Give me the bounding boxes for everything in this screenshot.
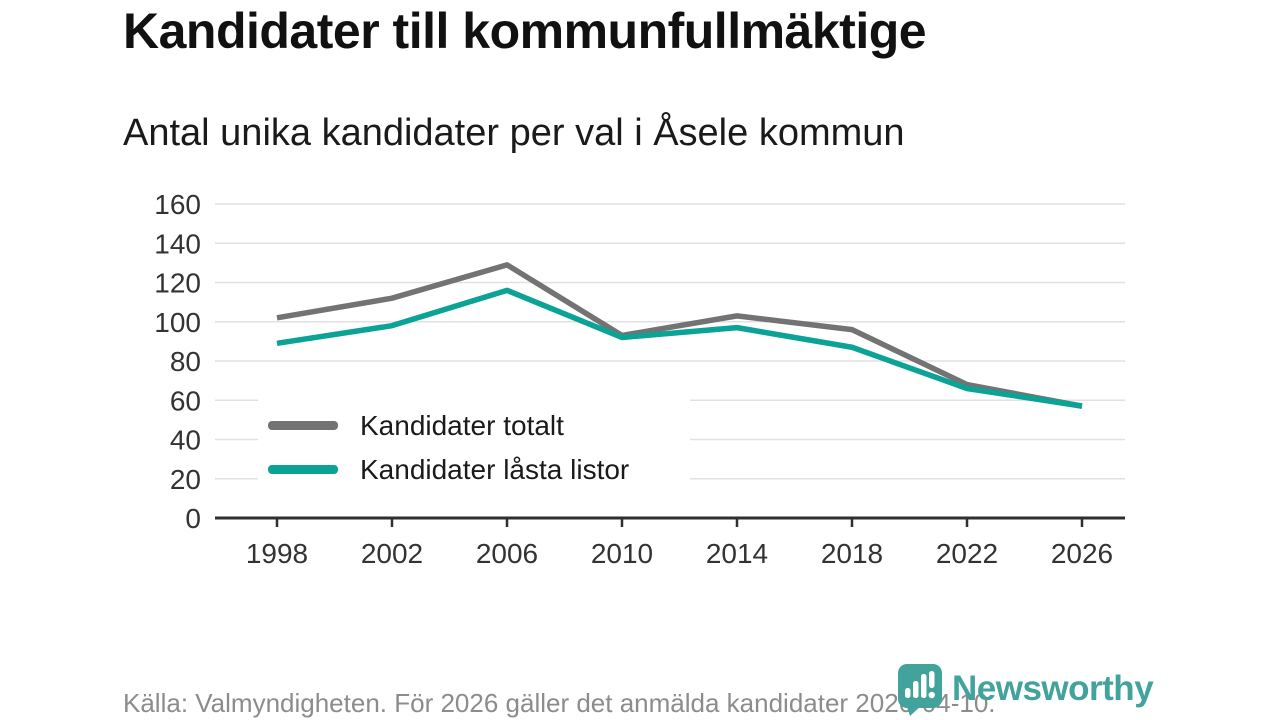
newsworthy-wordmark: Newsworthy [952,669,1154,708]
x-axis-tick-label: 2022 [936,538,998,569]
source-note: Källa: Valmyndigheten. För 2026 gäller d… [123,688,996,718]
newsworthy-pin-icon [898,664,942,716]
chart-subtitle: Antal unika kandidater per val i Åsele k… [123,112,905,154]
legend-item-locked-lists: Kandidater låsta listor [268,454,690,486]
legend-item-total: Kandidater totalt [268,410,690,442]
legend-swatch-locked-lists [268,465,338,474]
x-axis-tick-label: 1998 [246,538,308,569]
x-axis-tick-label: 2010 [591,538,653,569]
legend-swatch-total [268,421,338,430]
x-axis-tick-label: 2018 [821,538,883,569]
y-axis-tick-label: 160 [154,189,201,220]
x-axis-tick-label: 2002 [361,538,423,569]
y-axis-tick-label: 100 [154,307,201,338]
chart-legend: Kandidater totalt Kandidater låsta listo… [258,398,690,497]
y-axis-tick-label: 140 [154,228,201,259]
x-axis-tick-label: 2026 [1051,538,1113,569]
series-line-locked-lists [276,287,1083,409]
page-title: Kandidater till kommunfullmäktige [123,3,927,59]
legend-label-locked-lists: Kandidater låsta listor [360,453,630,485]
y-axis-tick-label: 120 [154,268,201,299]
series-line-total [276,262,1083,409]
y-axis-tick-label: 40 [170,425,201,456]
y-axis-tick-label: 0 [185,503,201,534]
y-axis-tick-label: 20 [170,464,201,495]
y-axis-tick-label: 80 [170,346,201,377]
legend-label-total: Kandidater totalt [360,409,564,441]
x-axis-tick-label: 2006 [476,538,538,569]
newsworthy-logo: Newsworthy [896,662,1154,716]
x-axis-tick-label: 2014 [706,538,768,569]
y-axis-tick-label: 60 [170,385,201,416]
